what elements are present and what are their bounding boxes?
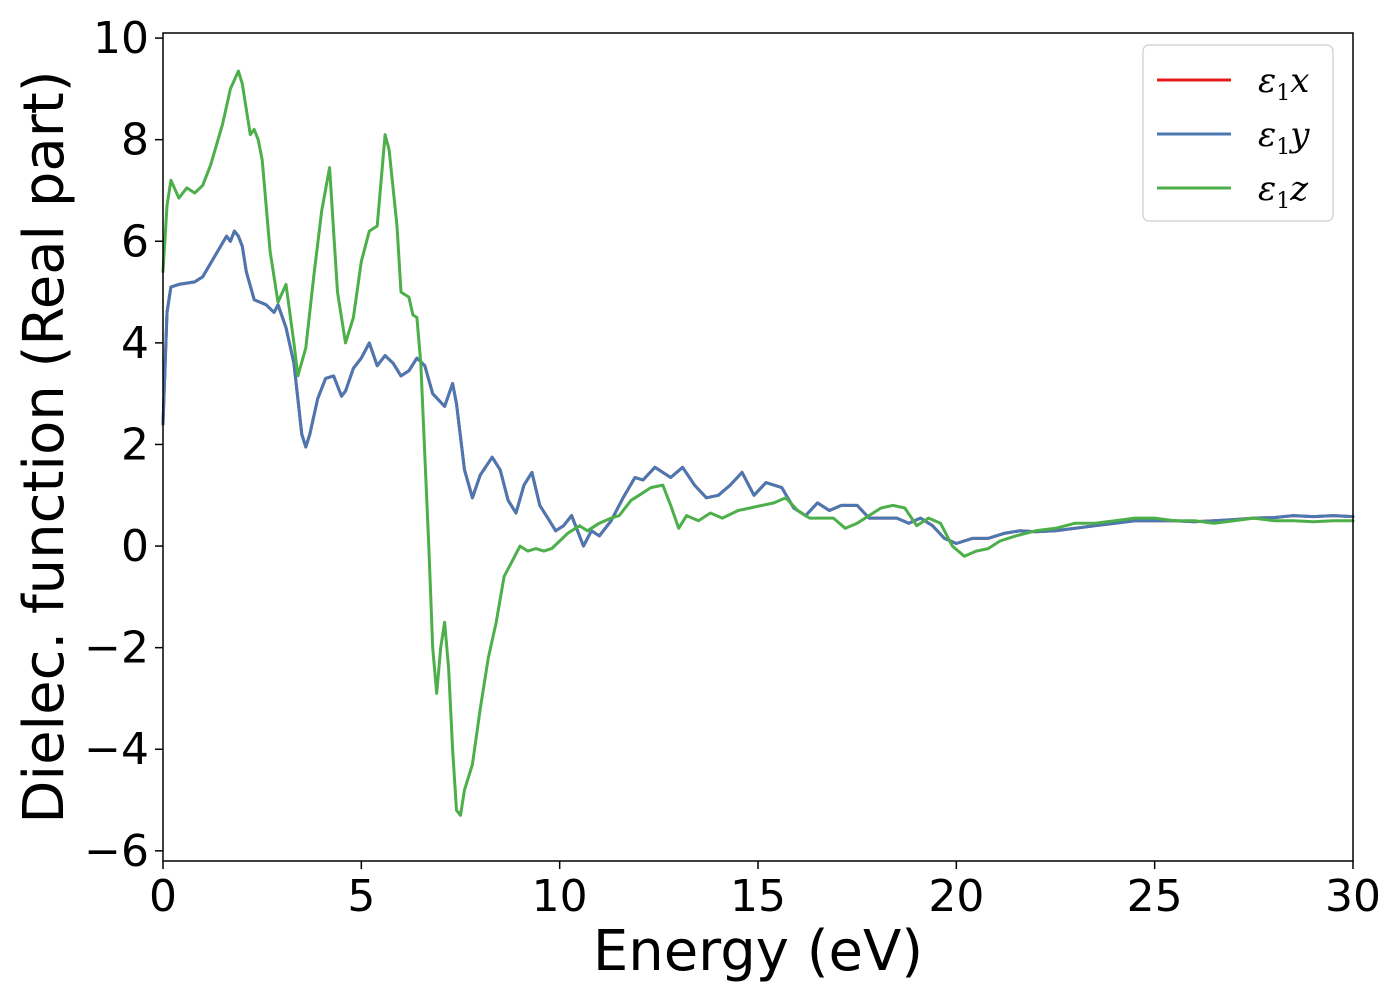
y-tick-label: −4 [84,724,149,775]
legend-label-z: ε1z [1258,169,1309,214]
y-tick-label: −2 [84,623,149,674]
series-line-y [161,229,1355,548]
y-tick-label: 6 [121,216,149,267]
x-tick-label: 10 [532,871,588,922]
y-tick-label: 0 [121,521,149,572]
x-axis-label: Energy (eV) [593,919,923,984]
x-tick-label: 0 [149,871,177,922]
x-tick-label: 5 [347,871,375,922]
y-tick-label: 10 [93,13,149,64]
x-tick-label: 20 [928,871,984,922]
y-axis-label: Dielec. function (Real part) [12,70,77,823]
y-tick-label: 2 [121,419,149,470]
x-tick-label: 15 [730,871,786,922]
legend: ε1x ε1y ε1z [1142,44,1334,222]
series-layer [161,69,1355,817]
x-tick-label: 25 [1127,871,1183,922]
legend-label-y: ε1y [1258,115,1310,160]
y-tick-label: 8 [121,115,149,166]
y-tick-label: 4 [121,318,149,369]
y-tick-label: −6 [84,826,149,877]
series-line-z [161,69,1355,817]
ticks-layer: 0 5 10 15 20 25 30 −6 −4 −2 0 2 4 6 8 10 [84,13,1381,922]
legend-box [1142,44,1334,222]
legend-label-x: ε1x [1258,61,1309,106]
x-tick-label: 30 [1325,871,1381,922]
